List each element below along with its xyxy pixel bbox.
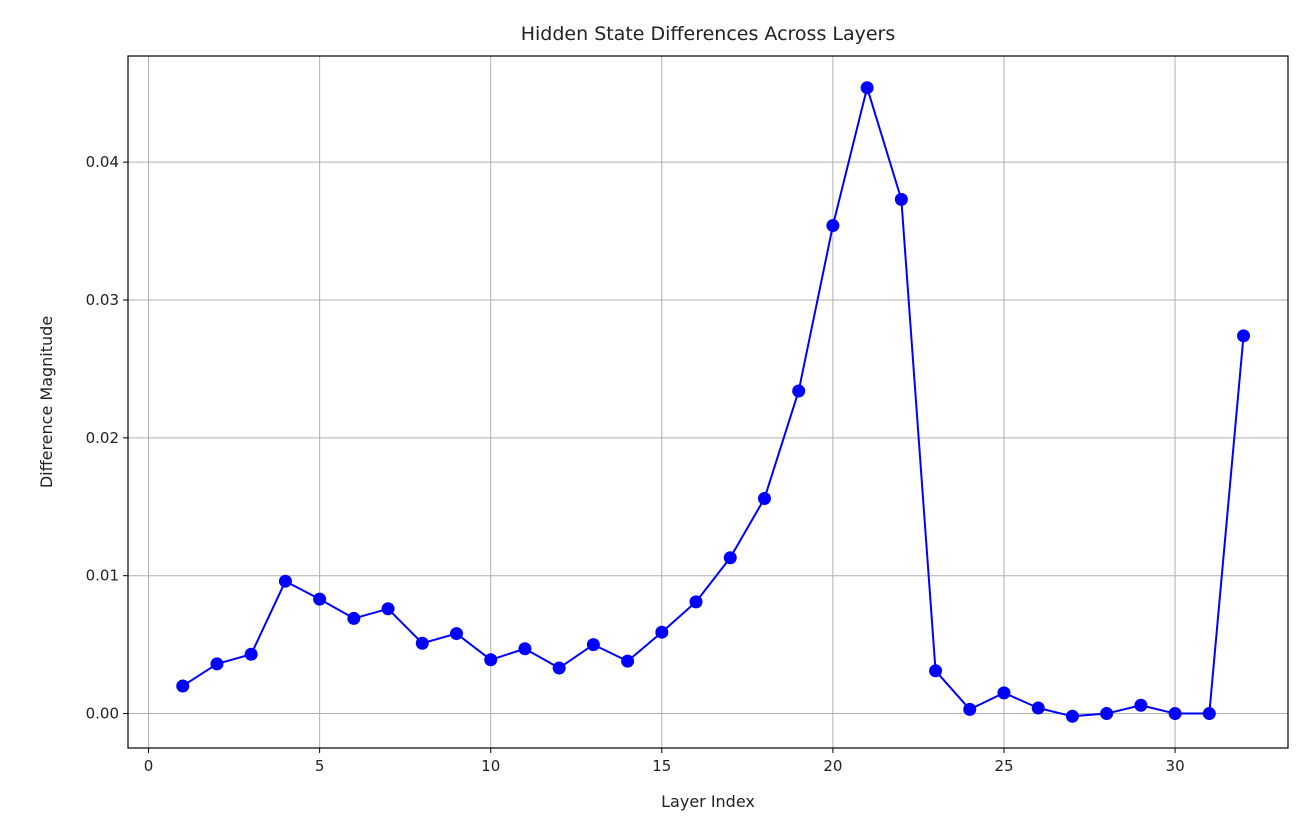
data-point xyxy=(210,657,224,671)
x-axis-title: Layer Index xyxy=(661,792,755,811)
plot-area-frame xyxy=(127,55,1289,749)
series-line-layer xyxy=(182,86,1245,718)
data-point xyxy=(1065,709,1079,723)
data-point xyxy=(894,192,908,206)
data-point xyxy=(963,702,977,716)
data-point xyxy=(347,611,361,625)
grid xyxy=(128,56,1288,748)
y-tick-label: 0.02 xyxy=(86,429,119,447)
x-axis-ticks: 0 5 10 15 20 25 30 xyxy=(144,748,1185,775)
data-point xyxy=(449,627,463,641)
data-point xyxy=(313,592,327,606)
chart-title: Hidden State Differences Across Layers xyxy=(521,23,896,45)
y-axis-ticks: 0.00 0.01 0.02 0.03 0.04 xyxy=(86,153,128,723)
data-point xyxy=(381,602,395,616)
data-point xyxy=(655,625,669,639)
data-point xyxy=(1100,707,1114,721)
x-tick-label: 10 xyxy=(481,757,500,775)
x-tick-label: 30 xyxy=(1166,757,1185,775)
data-point xyxy=(1134,698,1148,712)
data-point xyxy=(757,491,771,505)
x-tick-label: 15 xyxy=(652,757,671,775)
y-tick-label: 0.03 xyxy=(86,291,119,309)
data-point xyxy=(518,642,532,656)
data-point xyxy=(997,686,1011,700)
y-tick-label: 0.01 xyxy=(86,567,119,585)
data-point xyxy=(1237,329,1251,343)
data-point xyxy=(723,551,737,565)
data-point xyxy=(792,384,806,398)
data-point xyxy=(552,661,566,675)
data-point xyxy=(176,679,190,693)
data-points xyxy=(176,81,1251,723)
data-point xyxy=(484,653,498,667)
data-point xyxy=(689,595,703,609)
data-point xyxy=(244,647,258,661)
x-tick-label: 0 xyxy=(144,757,154,775)
data-point xyxy=(1168,707,1182,721)
x-tick-label: 20 xyxy=(823,757,842,775)
series-line xyxy=(182,86,1245,718)
y-axis-title: Difference Magnitude xyxy=(37,316,56,488)
x-tick-label: 5 xyxy=(315,757,325,775)
data-point xyxy=(415,636,429,650)
data-point xyxy=(1202,707,1216,721)
data-point xyxy=(860,81,874,95)
data-point xyxy=(929,664,943,678)
data-point xyxy=(621,654,635,668)
y-tick-label: 0.00 xyxy=(86,705,119,723)
data-point xyxy=(826,219,840,233)
x-tick-label: 25 xyxy=(994,757,1013,775)
y-tick-label: 0.04 xyxy=(86,153,119,171)
data-point xyxy=(1031,701,1045,715)
data-point xyxy=(586,638,600,652)
data-point xyxy=(278,574,292,588)
